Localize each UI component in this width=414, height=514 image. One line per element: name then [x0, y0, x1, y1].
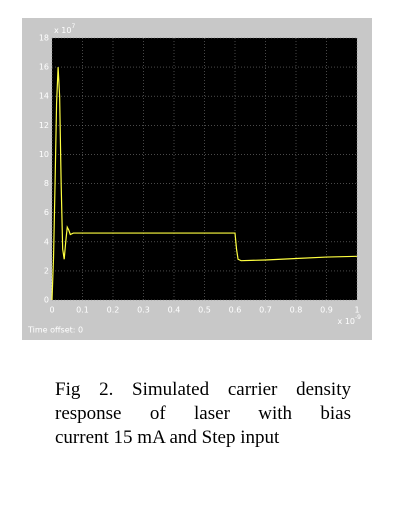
x-tick-label: 0	[49, 306, 54, 315]
axis-multiplier: x 107	[54, 23, 75, 35]
y-tick-label: 0	[44, 296, 49, 305]
x-tick-label: 0.9	[320, 306, 333, 315]
caption-line: response of laser with bias	[55, 403, 351, 424]
x-tick-label: 1	[354, 306, 359, 315]
x-tick-label: 0.7	[259, 306, 272, 315]
y-tick-label: 18	[39, 34, 49, 43]
y-tick-label: 2	[44, 266, 49, 275]
x-tick-label: 0.3	[137, 306, 150, 315]
y-tick-label: 6	[44, 208, 49, 217]
x-tick-label: 0.1	[76, 306, 89, 315]
x-tick-label: 0.4	[168, 306, 181, 315]
x-tick-label: 0.6	[229, 306, 242, 315]
y-tick-label: 8	[44, 179, 49, 188]
multiplier-base: x 10	[338, 317, 355, 326]
chart: Time offset: 0 0 2 4 6 8 10 12 14 16 18 0 0.1 0.2 0.3…	[22, 18, 372, 340]
x-tick-label: 0.5	[198, 306, 211, 315]
caption-line: current 15 mA and Step input	[55, 427, 280, 448]
data-line	[51, 67, 358, 301]
axis-multiplier: x 10-9	[338, 314, 362, 326]
multiplier-base: x 10	[54, 26, 71, 35]
y-tick-label: 4	[44, 237, 49, 246]
caption-line: Fig 2. Simulated carrier density	[55, 379, 351, 400]
x-tick-label: 0.2	[107, 306, 120, 315]
y-tick-label: 10	[39, 150, 49, 159]
plot-area	[52, 38, 357, 300]
x-tick-label: 0.8	[290, 306, 303, 315]
multiplier-exponent: 7	[71, 23, 75, 30]
time-offset: Time offset: 0	[27, 326, 83, 335]
caption: Fig 2. Simulated carrier density response…	[55, 378, 351, 450]
y-tick-label: 14	[39, 92, 49, 101]
multiplier-exponent: -9	[355, 314, 361, 321]
y-tick-label: 16	[39, 63, 49, 72]
y-tick-label: 12	[39, 121, 49, 130]
